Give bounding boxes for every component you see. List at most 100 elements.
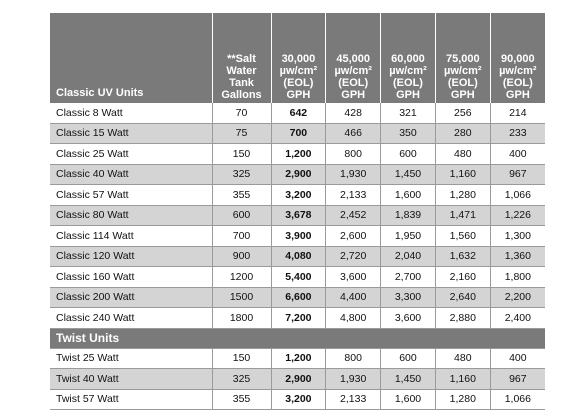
header-gph-line: (EOL) <box>393 77 423 89</box>
unit-name-cell: Classic 240 Watt <box>50 307 213 328</box>
gph-cell: 3,600 <box>380 307 436 328</box>
header-gph-line: GPH <box>450 89 475 101</box>
gph-cell: 2,880 <box>435 307 491 328</box>
tank-gallons-cell: 355 <box>212 184 272 205</box>
gph-cell: 600 <box>380 348 436 369</box>
unit-name-cell: Classic 15 Watt <box>50 123 213 144</box>
gph-cell: 642 <box>271 103 327 123</box>
gph-cell: 1,600 <box>380 389 436 410</box>
gph-cell: 2,400 <box>504 311 531 324</box>
gph-cell: 967 <box>490 368 545 389</box>
header-classic-uv-units: Classic UV Units <box>50 13 213 103</box>
tank-gallons-cell: 700 <box>212 225 272 246</box>
gph-cell: 1,226 <box>490 205 545 226</box>
header-gph-line: µw/cm² <box>389 65 427 77</box>
table-row: Classic 200 Watt 1500 6,600 4,400 3,300 2,640… <box>50 287 545 308</box>
unit-name-cell: Twist 57 Watt <box>50 389 213 410</box>
gph-cell: 400 <box>509 352 527 365</box>
gph-cell: 1,600 <box>380 184 436 205</box>
gph-cell: 2,040 <box>380 246 436 267</box>
tank-gallons-cell: 150 <box>212 143 272 164</box>
gph-cell: 4,800 <box>325 307 382 328</box>
header-gph-line: µw/cm² <box>444 65 482 77</box>
header-gph-line: (EOL) <box>502 77 533 89</box>
table-row: Twist 57 Watt 355 3,200 2,133 1,600 1,280 1,06… <box>50 389 545 410</box>
tank-gallons-cell: 325 <box>212 368 272 389</box>
header-gph-45000: 45,000 µw/cm² (EOL) GPH <box>325 13 382 103</box>
table-row: Classic 120 Watt 900 4,080 2,720 2,040 1,632 1… <box>50 246 545 267</box>
table-row: Classic 15 Watt 75 700 466 350 280 233 <box>50 123 545 144</box>
header-gph-line: 90,000 <box>501 53 535 65</box>
header-gph-line: 75,000 <box>445 53 480 65</box>
table-row: Classic 240 Watt 1800 7,200 4,800 3,600 2,880… <box>50 307 545 328</box>
gph-cell: 6,600 <box>271 287 327 308</box>
gph-cell: 480 <box>435 143 491 164</box>
gph-cell: 1,200 <box>271 143 327 164</box>
gph-cell: 2,640 <box>435 287 491 308</box>
gph-cell: 1,930 <box>325 368 382 389</box>
header-gph-line: µw/cm² <box>279 65 318 77</box>
gph-cell: 1,930 <box>325 164 382 185</box>
gph-cell: 428 <box>325 103 382 123</box>
header-tank-line: Gallons <box>221 89 262 101</box>
gph-cell: 1,839 <box>380 205 436 226</box>
tank-gallons-cell: 325 <box>212 164 272 185</box>
gph-cell: 1,066 <box>504 188 531 201</box>
gph-cell: 321 <box>380 103 436 123</box>
gph-cell: 1,632 <box>435 246 491 267</box>
header-gph-line: (EOL) <box>338 77 369 89</box>
header-gph-75000: 75,000 µw/cm² (EOL) GPH <box>435 13 491 103</box>
table-row: Classic 160 Watt 1200 5,400 3,600 2,700 2,160… <box>50 266 545 287</box>
table-body: Classic 8 Watt 70 642 428 321 256 214 Classic 1… <box>50 103 545 410</box>
header-gph-line: µw/cm² <box>334 65 372 77</box>
header-gph-60000: 60,000 µw/cm² (EOL) GPH <box>380 13 436 103</box>
gph-cell: 3,678 <box>271 205 327 226</box>
gph-cell: 1,160 <box>435 368 491 389</box>
tank-gallons-cell: 150 <box>212 348 272 369</box>
unit-name-cell: Classic 160 Watt <box>50 266 213 287</box>
gph-cell: 214 <box>509 106 527 119</box>
table-row: Classic 80 Watt 600 3,678 2,452 1,839 1,471 1,… <box>50 205 545 226</box>
gph-cell: 2,900 <box>271 164 327 185</box>
table-row: Classic 40 Watt 325 2,900 1,930 1,450 1,160 96… <box>50 164 545 185</box>
gph-cell: 1,280 <box>435 184 491 205</box>
gph-cell: 1,300 <box>504 229 531 242</box>
header-gph-line: GPH <box>505 89 530 101</box>
header-tank-line: **Salt <box>227 53 256 65</box>
table-row: Twist 40 Watt 325 2,900 1,930 1,450 1,160 967 <box>50 368 545 389</box>
gph-cell: 1,950 <box>380 225 436 246</box>
gph-cell: 1,066 <box>504 393 531 406</box>
table-row: Twist 25 Watt 150 1,200 800 600 480 400 <box>50 348 545 369</box>
table-row: Classic 114 Watt 700 3,900 2,600 1,950 1,560 1… <box>50 225 545 246</box>
unit-name-cell: Classic 25 Watt <box>50 143 213 164</box>
unit-name-cell: Classic 120 Watt <box>50 246 213 267</box>
unit-name-cell: Classic 40 Watt <box>50 164 213 185</box>
table-header: Classic UV Units **Salt Water Tank Gallo… <box>50 13 545 103</box>
table-row: Classic 8 Watt 70 642 428 321 256 214 <box>50 103 545 123</box>
gph-cell: 2,900 <box>271 368 327 389</box>
tank-gallons-cell: 600 <box>212 205 272 226</box>
gph-cell: 3,200 <box>271 389 327 410</box>
tank-gallons-cell: 1500 <box>212 287 272 308</box>
unit-name-cell: Classic 8 Watt <box>50 103 213 123</box>
header-gph-line: GPH <box>286 89 311 101</box>
header-gph-line: 45,000 <box>336 53 371 65</box>
tank-gallons-cell: 1800 <box>212 307 272 328</box>
gph-cell: 4,400 <box>325 287 382 308</box>
uv-sizing-table: Classic UV Units **Salt Water Tank Gallo… <box>50 13 545 410</box>
header-gph-90000: 90,000 µw/cm² (EOL) GPH <box>490 13 545 103</box>
tank-gallons-cell: 355 <box>212 389 272 410</box>
unit-name-cell: Classic 57 Watt <box>50 184 213 205</box>
gph-cell: 233 <box>490 123 545 144</box>
gph-cell: 2,700 <box>380 266 436 287</box>
gph-cell: 2,200 <box>490 287 545 308</box>
gph-cell: 1,200 <box>271 348 327 369</box>
header-gph-line: GPH <box>396 89 420 101</box>
header-tank-gallons: **Salt Water Tank Gallons <box>212 13 272 103</box>
header-gph-line: 60,000 <box>391 53 425 65</box>
gph-cell: 2,452 <box>325 205 382 226</box>
gph-cell: 1,450 <box>380 164 436 185</box>
gph-cell: 800 <box>325 143 382 164</box>
gph-cell: 2,600 <box>325 225 382 246</box>
gph-cell: 2,720 <box>325 246 382 267</box>
